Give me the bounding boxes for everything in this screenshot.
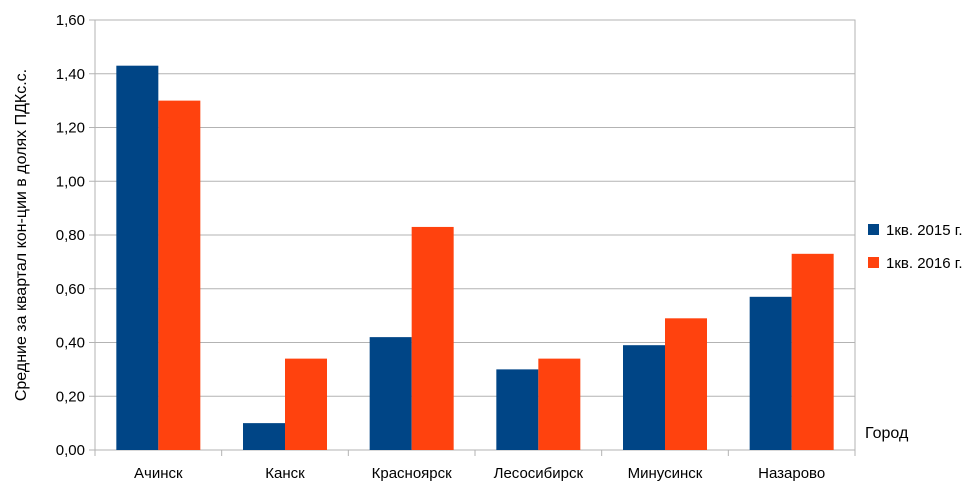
x-tick-label: Канск (265, 465, 305, 482)
bar-2-1 (158, 100, 201, 450)
legend-label-1: 1кв. 2015 г. (886, 222, 963, 239)
legend-label-2: 1кв. 2016 г. (886, 255, 963, 272)
bar-2-3 (411, 226, 454, 450)
legend-swatch-1 (868, 224, 879, 235)
x-axis-ticks: Ачинск Канск Красноярск Лесосибирск Минусинс… (94, 450, 856, 482)
bar-1-1 (116, 65, 159, 450)
x-tick-label: Лесосибирск (494, 465, 584, 482)
x-tick-label: Назарово (758, 465, 825, 482)
y-tick-label: 1,40 (56, 66, 85, 83)
y-tick-label: 0,20 (56, 388, 85, 405)
bar-1-4 (496, 369, 539, 450)
y-axis-title: Средние за квартал кон-ции в долях ПДКс.… (13, 69, 30, 401)
y-tick-label: 1,60 (56, 12, 85, 29)
legend: 1кв. 2015 г. 1кв. 2016 г. (868, 222, 963, 272)
y-tick-label: 0,60 (56, 281, 85, 298)
y-tick-label: 1,00 (56, 173, 85, 190)
legend-swatch-2 (868, 257, 879, 268)
bars (116, 65, 834, 450)
x-tick-label: Минусинск (628, 465, 703, 482)
bar-2-5 (665, 318, 707, 450)
bar-1-5 (623, 345, 665, 450)
y-tick-label: 1,20 (56, 120, 85, 137)
y-tick-label: 0,00 (56, 442, 85, 459)
x-tick-label: Ачинск (134, 465, 183, 482)
bar-2-4 (538, 358, 581, 450)
bar-1-2 (243, 423, 285, 450)
y-axis-ticks: 0,00 0,20 0,40 0,60 0,80 1,00 1,20 1,40 1,60 (56, 12, 95, 459)
bar-2-6 (791, 253, 834, 450)
x-tick-label: Красноярск (372, 465, 453, 482)
y-tick-label: 0,80 (56, 227, 85, 244)
bar-1-6 (749, 296, 792, 450)
bar-1-3 (369, 337, 412, 450)
y-tick-label: 0,40 (56, 335, 85, 352)
bar-2-2 (285, 358, 327, 450)
x-axis-title: Город (865, 425, 909, 442)
